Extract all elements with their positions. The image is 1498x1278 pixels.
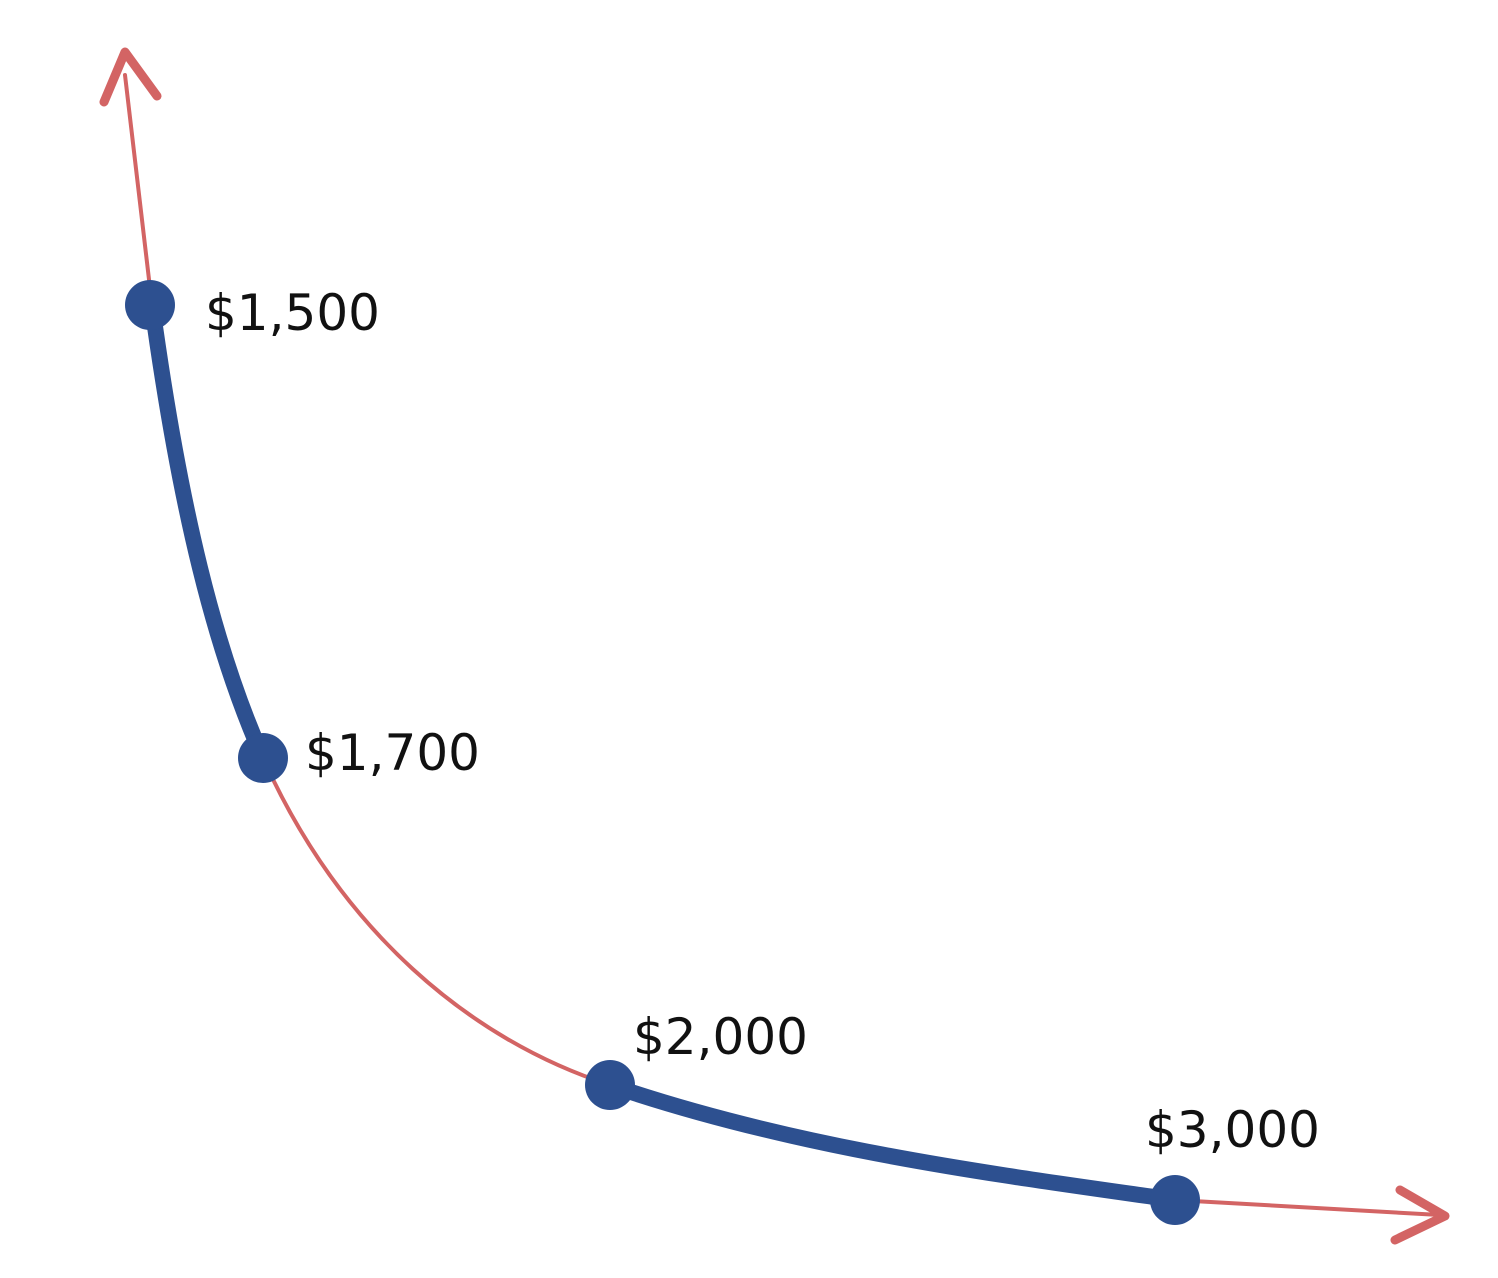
curve-point (1150, 1175, 1200, 1225)
point-label: $1,700 (305, 724, 480, 782)
point-label: $2,000 (633, 1008, 808, 1066)
curve-point (125, 280, 175, 330)
curve-point (585, 1060, 635, 1110)
point-label: $1,500 (205, 284, 380, 342)
up-arrow-icon (99, 47, 162, 107)
curve-point (238, 733, 288, 783)
point-label: $3,000 (1145, 1101, 1320, 1159)
highlight-segment (144, 297, 271, 766)
highlight-segment (602, 1077, 1183, 1208)
right-arrow-icon (1390, 1185, 1450, 1245)
